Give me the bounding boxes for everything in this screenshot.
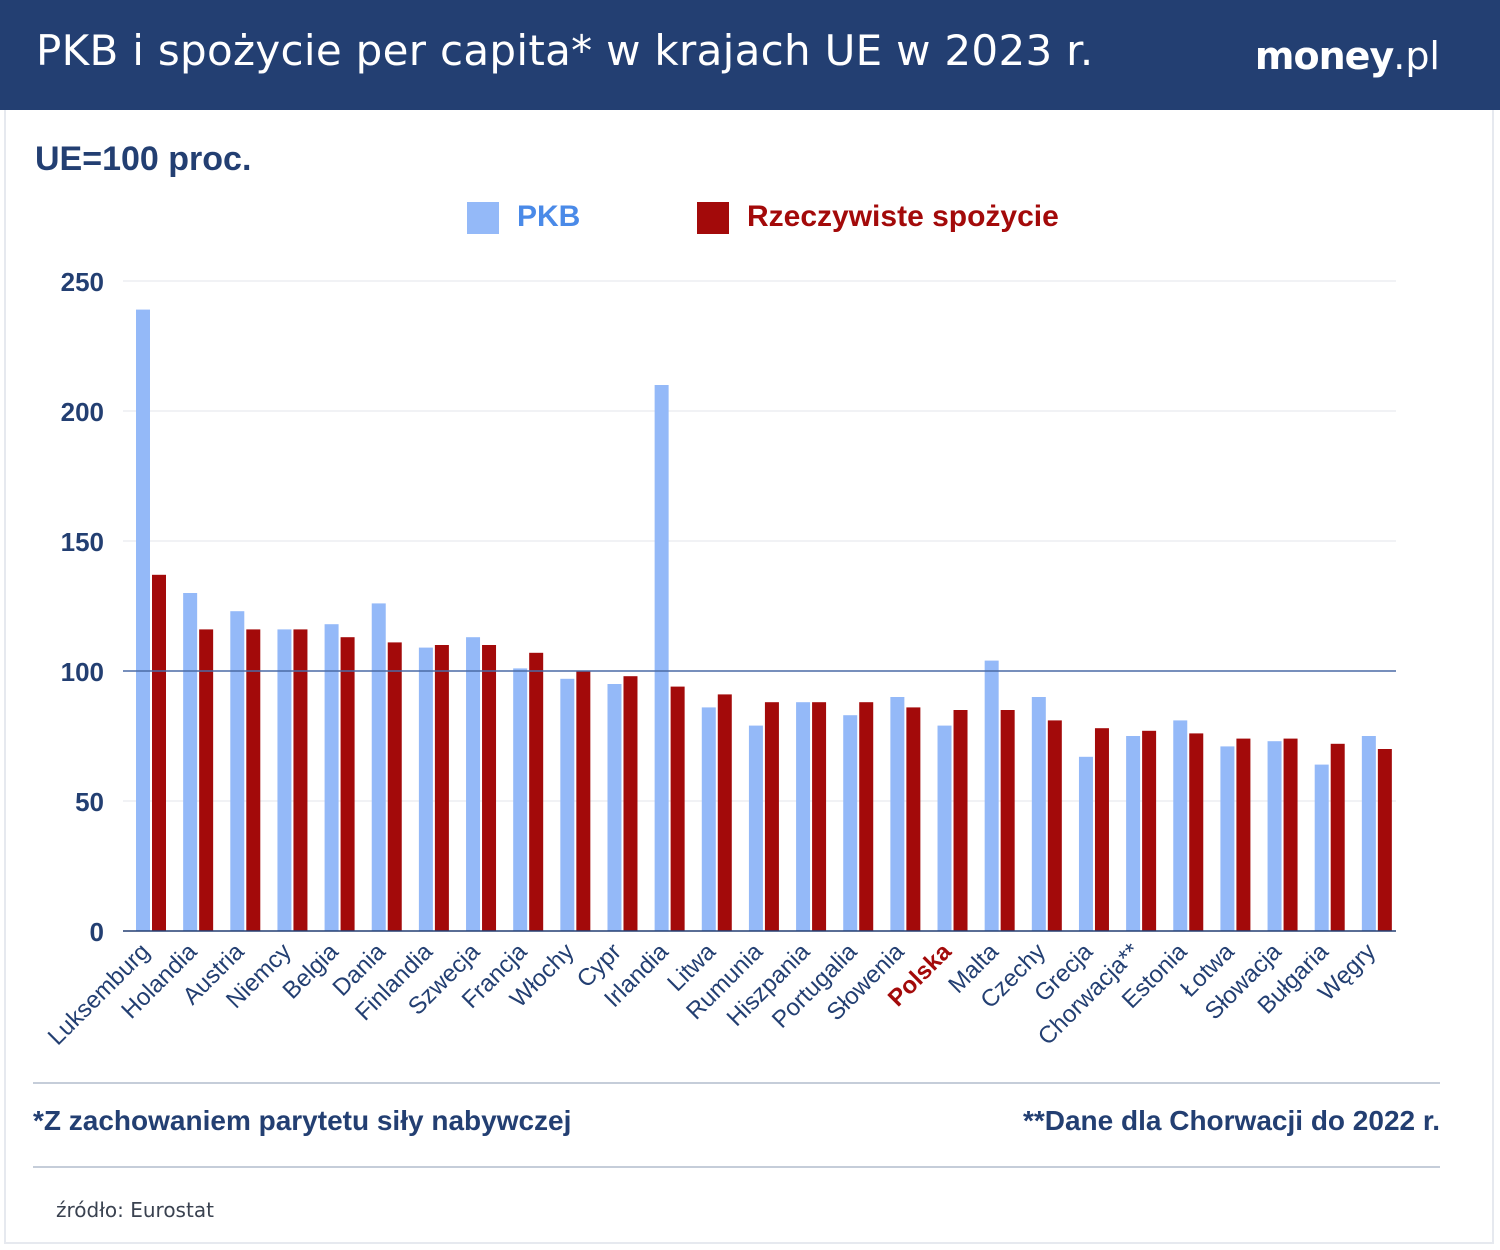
bar-consumption-0 <box>152 574 166 931</box>
bar-consumption-24 <box>1283 738 1298 931</box>
bar-pkb-12 <box>701 707 716 931</box>
divider-bottom <box>33 1166 1440 1168</box>
bar-consumption-14 <box>812 702 827 931</box>
bar-consumption-23 <box>1236 738 1251 931</box>
bar-pkb-22 <box>1173 720 1188 931</box>
bar-consumption-4 <box>340 637 355 931</box>
bar-consumption-6 <box>434 645 449 931</box>
bar-consumption-12 <box>717 694 732 931</box>
bar-pkb-20 <box>1078 756 1093 931</box>
source-note: źródło: Eurostat <box>56 1198 214 1222</box>
legend-label-consumption: Rzeczywiste spożycie <box>747 200 1059 233</box>
page-title: PKB i spożycie per capita* w krajach UE … <box>36 26 1094 75</box>
y-tick-label-150: 150 <box>61 527 104 557</box>
y-tick-label-0: 0 <box>90 917 104 947</box>
bar-chart: 050100150200250LuksemburgHolandiaAustria… <box>43 267 1396 1051</box>
bar-consumption-1 <box>199 629 214 931</box>
bar-consumption-18 <box>1000 710 1015 931</box>
content-frame <box>4 110 1494 1244</box>
bar-pkb-21 <box>1126 736 1141 931</box>
y-tick-label-250: 250 <box>61 267 104 297</box>
bar-consumption-13 <box>764 702 779 931</box>
bar-pkb-1 <box>183 593 198 931</box>
bar-pkb-6 <box>418 647 433 931</box>
bar-pkb-24 <box>1267 741 1282 931</box>
bar-consumption-5 <box>387 642 402 931</box>
bar-pkb-17 <box>937 725 952 931</box>
footnote-ppp: *Z zachowaniem parytetu siły nabywczej <box>33 1105 572 1136</box>
footnote-croatia: **Dane dla Chorwacji do 2022 r. <box>1022 1105 1440 1136</box>
bar-pkb-10 <box>607 684 622 931</box>
bar-consumption-15 <box>859 702 874 931</box>
bar-pkb-11 <box>654 385 669 931</box>
bar-pkb-3 <box>277 629 292 931</box>
header-bar: PKB i spożycie per capita* w krajach UE … <box>0 0 1500 110</box>
bar-pkb-0 <box>136 309 150 932</box>
bar-consumption-9 <box>576 671 591 931</box>
bar-pkb-9 <box>560 678 575 931</box>
bar-pkb-7 <box>466 637 481 931</box>
y-tick-label-50: 50 <box>75 787 104 817</box>
bar-consumption-26 <box>1377 749 1392 931</box>
bar-consumption-16 <box>906 707 921 931</box>
bar-consumption-21 <box>1142 730 1157 931</box>
divider-top <box>33 1082 1440 1084</box>
bar-consumption-19 <box>1047 720 1062 931</box>
bar-consumption-11 <box>670 686 685 931</box>
bar-consumption-17 <box>953 710 968 931</box>
bar-consumption-2 <box>246 629 261 931</box>
bar-pkb-14 <box>796 702 811 931</box>
bar-pkb-8 <box>513 668 528 931</box>
bar-consumption-20 <box>1094 728 1109 931</box>
bar-pkb-15 <box>843 715 858 931</box>
legend-label-pkb: PKB <box>517 200 581 233</box>
y-tick-label-100: 100 <box>61 657 104 687</box>
bar-consumption-10 <box>623 676 638 931</box>
chart-subtitle: UE=100 proc. <box>35 140 252 178</box>
y-tick-label-200: 200 <box>61 397 104 427</box>
brand-logo-suffix: .pl <box>1393 34 1440 78</box>
legend-swatch-pkb <box>467 202 499 234</box>
bar-pkb-23 <box>1220 746 1235 931</box>
brand-logo: money.pl <box>1255 34 1440 78</box>
bar-pkb-5 <box>371 603 386 931</box>
bar-pkb-25 <box>1314 764 1329 931</box>
bar-pkb-26 <box>1361 736 1376 931</box>
bar-consumption-22 <box>1189 733 1204 931</box>
x-tick-label-4: Belgia <box>278 938 345 1005</box>
legend-swatch-consumption <box>697 202 729 234</box>
bar-pkb-16 <box>890 697 905 931</box>
bar-consumption-3 <box>293 629 308 931</box>
bar-pkb-4 <box>324 624 339 931</box>
bar-consumption-25 <box>1330 743 1345 931</box>
bar-pkb-13 <box>748 725 763 931</box>
bar-consumption-7 <box>482 645 497 931</box>
bar-pkb-18 <box>984 660 999 931</box>
bar-pkb-19 <box>1031 697 1046 931</box>
bar-pkb-2 <box>230 611 245 931</box>
bar-consumption-8 <box>529 652 544 931</box>
brand-logo-main: money <box>1254 34 1394 78</box>
